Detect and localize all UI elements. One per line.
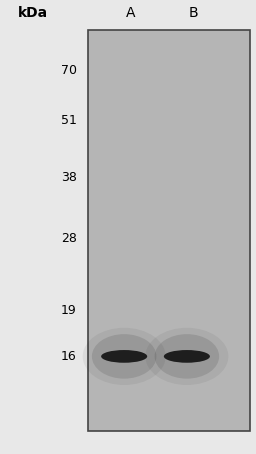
Text: A: A: [126, 6, 135, 20]
Text: 70: 70: [61, 64, 77, 77]
Ellipse shape: [101, 350, 147, 363]
Ellipse shape: [155, 334, 219, 379]
Text: 16: 16: [61, 350, 77, 363]
Text: 51: 51: [61, 114, 77, 127]
Text: 19: 19: [61, 305, 77, 317]
Ellipse shape: [92, 334, 156, 379]
Text: kDa: kDa: [18, 6, 48, 20]
Text: 28: 28: [61, 232, 77, 245]
Ellipse shape: [164, 350, 210, 363]
Ellipse shape: [83, 328, 166, 385]
Ellipse shape: [145, 328, 228, 385]
Text: 38: 38: [61, 171, 77, 183]
Text: B: B: [188, 6, 198, 20]
Bar: [88, 30, 250, 431]
